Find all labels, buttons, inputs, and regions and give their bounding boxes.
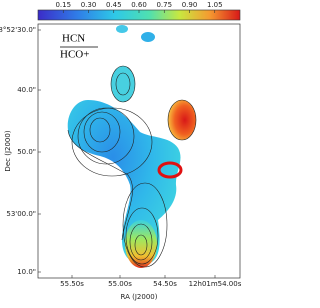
emission-map — [67, 25, 197, 268]
chart: HCN HCO+ RA (J2000) Dec (J2000) 0.15 0.30… — [0, 1, 242, 301]
x-tick-label: 55.00s — [108, 280, 132, 288]
colorbar-tick-label: 0.90 — [182, 1, 198, 9]
x-tick-label: 12h01m54.00s — [189, 280, 242, 288]
y-tick-label: -18°52'30.0" — [0, 26, 36, 34]
y-tick-label: 40.0" — [17, 86, 36, 94]
annotation-numerator: HCN — [62, 33, 85, 45]
colorbar-tick-label: 0.60 — [131, 1, 147, 9]
y-tick-label: 53'00.0" — [6, 210, 36, 218]
y-axis-title: Dec (J2000) — [4, 130, 12, 171]
x-axis-title: RA (J2000) — [121, 293, 158, 301]
colorbar-tick-label: 0.15 — [55, 1, 71, 9]
y-tick-label: 10.0" — [17, 268, 36, 276]
y-tick-label: 50.0" — [17, 148, 36, 156]
x-tick-label: 55.50s — [60, 280, 84, 288]
colorbar-tick-label: 1.05 — [207, 1, 223, 9]
colorbar-tick-label: 0.45 — [106, 1, 122, 9]
annotation-denominator: HCO+ — [60, 49, 89, 61]
x-tick-label: 54.50s — [153, 280, 177, 288]
colorbar-tick-label: 0.75 — [156, 1, 172, 9]
colorbar-tick-label: 0.30 — [81, 1, 97, 9]
